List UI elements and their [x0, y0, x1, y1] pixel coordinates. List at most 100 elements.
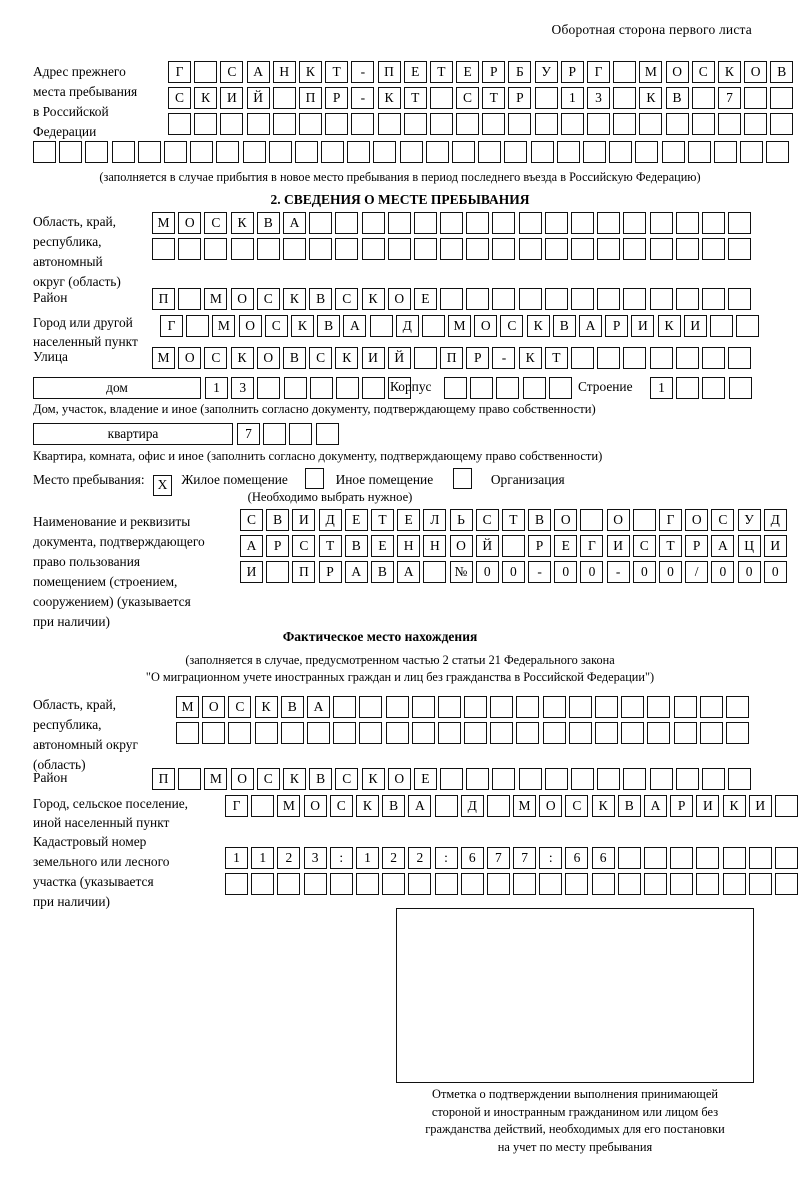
actual-district-cell[interactable]: [178, 768, 202, 790]
prev-address-cell[interactable]: [168, 113, 191, 135]
actual-district-cell[interactable]: [623, 768, 647, 790]
actual-city-cell[interactable]: М: [513, 795, 537, 817]
prev-address-cell[interactable]: 7: [717, 87, 741, 109]
cadastral-cell[interactable]: [408, 873, 432, 895]
actual-region-cell[interactable]: [333, 696, 357, 718]
actual-region-cell[interactable]: М: [176, 696, 199, 718]
cadastral-cell[interactable]: [565, 873, 589, 895]
document-cell[interactable]: [423, 561, 447, 583]
prev-address-cell[interactable]: [325, 113, 349, 135]
district-cell[interactable]: П: [152, 288, 175, 310]
prev-address-cell[interactable]: [587, 113, 610, 135]
cadastral-cell[interactable]: [644, 847, 667, 869]
actual-district-cell[interactable]: С: [256, 768, 280, 790]
document-cell[interactable]: Т: [659, 535, 682, 557]
actual-city-cell[interactable]: С: [329, 795, 353, 817]
document-cell[interactable]: А: [397, 561, 421, 583]
cadastral-cell[interactable]: 2: [408, 847, 432, 869]
actual-region-cell[interactable]: А: [306, 696, 330, 718]
document-cell[interactable]: Т: [501, 509, 525, 531]
document-cell[interactable]: 0: [475, 561, 499, 583]
street-cell[interactable]: С: [204, 347, 228, 369]
actual-city-cell[interactable]: А: [408, 795, 432, 817]
flat-cell[interactable]: 7: [237, 423, 260, 445]
cadastral-cell[interactable]: [251, 873, 275, 895]
prev-address-cell[interactable]: К: [717, 61, 741, 83]
document-cell[interactable]: 0: [659, 561, 682, 583]
document-cell[interactable]: 0: [763, 561, 787, 583]
prev-address-cell[interactable]: [220, 113, 244, 135]
prev-address-cell[interactable]: [687, 141, 711, 163]
korpus-cell[interactable]: [470, 377, 494, 399]
actual-region-cell[interactable]: [464, 722, 488, 744]
actual-region-cell[interactable]: [464, 696, 488, 718]
actual-city-cell[interactable]: [774, 795, 798, 817]
house-cell[interactable]: [335, 377, 359, 399]
prev-address-cell[interactable]: [661, 141, 685, 163]
prev-address-cell[interactable]: Т: [325, 61, 349, 83]
region-cell[interactable]: [204, 238, 228, 260]
flat-box-label[interactable]: квартира: [33, 423, 233, 445]
flat-cell[interactable]: [315, 423, 339, 445]
prev-address-cell[interactable]: 3: [587, 87, 610, 109]
document-cell[interactable]: Ц: [737, 535, 761, 557]
actual-district-cell[interactable]: П: [152, 768, 175, 790]
prev-address-cell[interactable]: -: [351, 87, 375, 109]
document-cell[interactable]: Г: [580, 535, 604, 557]
street-cell[interactable]: К: [518, 347, 542, 369]
prev-address-cell[interactable]: [556, 141, 580, 163]
document-cell[interactable]: С: [475, 509, 499, 531]
actual-district-cell[interactable]: О: [387, 768, 411, 790]
region-cell[interactable]: [544, 238, 568, 260]
document-cell[interactable]: Е: [344, 509, 368, 531]
korpus-cell[interactable]: [548, 377, 572, 399]
actual-region-cell[interactable]: [228, 722, 252, 744]
prev-address-cell[interactable]: [740, 141, 764, 163]
document-cell[interactable]: Р: [318, 561, 342, 583]
prev-address-cell[interactable]: [744, 87, 768, 109]
prev-address-cell[interactable]: И: [220, 87, 244, 109]
actual-region-cell[interactable]: [359, 696, 383, 718]
actual-city-cell[interactable]: В: [382, 795, 406, 817]
city-cell[interactable]: [709, 315, 733, 337]
prev-address-cell[interactable]: [613, 61, 637, 83]
region-cell[interactable]: [597, 238, 621, 260]
region-cell[interactable]: [701, 238, 725, 260]
prev-address-cell[interactable]: [429, 87, 453, 109]
region-cell[interactable]: [518, 212, 542, 234]
prev-address-cell[interactable]: [111, 141, 135, 163]
prev-address-cell[interactable]: Н: [272, 61, 296, 83]
street-cell[interactable]: [701, 347, 725, 369]
region-cell[interactable]: [282, 238, 306, 260]
actual-city-cell[interactable]: О: [539, 795, 563, 817]
actual-city-cell[interactable]: В: [617, 795, 641, 817]
document-cell[interactable]: [580, 509, 604, 531]
cadastral-cell[interactable]: 6: [460, 847, 484, 869]
cadastral-cell[interactable]: [644, 873, 667, 895]
actual-city-cell[interactable]: Д: [460, 795, 484, 817]
actual-city-cell[interactable]: [251, 795, 275, 817]
actual-district-cell[interactable]: [466, 768, 490, 790]
flat-cell[interactable]: [289, 423, 313, 445]
cadastral-cell[interactable]: 3: [303, 847, 327, 869]
city-cell[interactable]: К: [657, 315, 681, 337]
actual-district-cell[interactable]: [675, 768, 699, 790]
prev-address-cell[interactable]: М: [639, 61, 663, 83]
cadastral-cell[interactable]: [460, 873, 484, 895]
region-cell[interactable]: М: [152, 212, 175, 234]
region-cell[interactable]: [466, 212, 490, 234]
prev-address-cell[interactable]: [59, 141, 83, 163]
document-cell[interactable]: -: [528, 561, 552, 583]
prev-address-cell[interactable]: -: [351, 61, 375, 83]
document-cell[interactable]: Д: [763, 509, 787, 531]
actual-region-cell[interactable]: [673, 722, 697, 744]
cadastral-cell[interactable]: [670, 873, 694, 895]
prev-address-cell[interactable]: [194, 61, 218, 83]
street-cell[interactable]: Р: [466, 347, 490, 369]
district-cell[interactable]: [492, 288, 516, 310]
